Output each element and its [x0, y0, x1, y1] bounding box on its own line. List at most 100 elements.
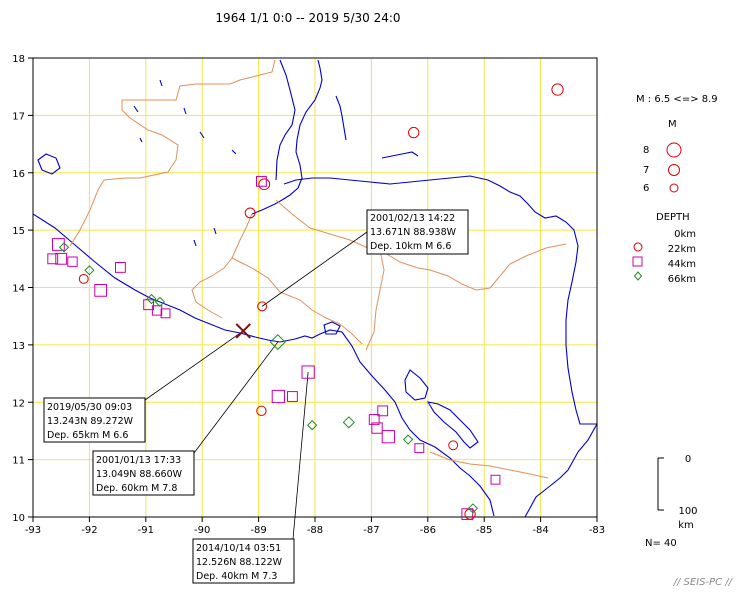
y-tick-label: 15 — [12, 226, 25, 237]
callout-4-depth-mag: Dep. 40km M 7.3 — [196, 571, 277, 582]
callout-3-depth-mag: Dep. 60km M 7.8 — [96, 483, 177, 494]
event-shallow-circle — [448, 440, 459, 451]
event-mid-square — [371, 422, 383, 434]
legend: M : 6.5 <=> 8.9 M 8 7 6 DEPTH 0km 22km 4… — [632, 94, 718, 549]
depth-scale-bottom: 100 — [678, 506, 697, 517]
callout-3-coords: 13.049N 88.660W — [96, 469, 183, 480]
legend-depth-0: 0km — [674, 229, 696, 240]
depth-scale-top: 0 — [685, 454, 691, 465]
event-mid-square — [143, 299, 155, 311]
legend-depth-44: 44km — [668, 259, 696, 270]
event-deep-diamond — [58, 242, 70, 253]
y-tick-label: 18 — [12, 54, 25, 65]
event-deep-diamond — [467, 503, 479, 514]
country-borders — [69, 59, 567, 479]
y-tick-label: 14 — [12, 284, 25, 295]
callout-4-coords: 12.526N 88.122W — [196, 557, 283, 568]
event-mid-square — [160, 308, 171, 319]
event-shallow-circle — [78, 273, 89, 284]
event-mid-square — [52, 238, 65, 251]
x-tick-label: -86 — [420, 525, 436, 536]
callout-2001-01-13[interactable]: 2001/01/13 17:33 13.049N 88.660W Dep. 60… — [92, 450, 195, 496]
callout-2-date: 2019/05/30 09:03 — [47, 402, 132, 413]
event-shallow-circle — [256, 405, 267, 417]
legend-depth-44-symbol — [632, 256, 643, 267]
y-tick-label: 13 — [12, 341, 25, 352]
event-mid-square — [381, 430, 395, 444]
grid-lines — [33, 58, 597, 517]
event-shallow-circle — [257, 301, 268, 312]
callout-leader-line — [193, 341, 279, 454]
x-tick-label: -89 — [250, 525, 266, 536]
latest-event-cross-b — [235, 323, 251, 339]
callout-1-date: 2001/02/13 14:22 — [370, 213, 455, 224]
legend-mag-7-symbol — [668, 164, 680, 176]
event-deep-diamond — [146, 293, 157, 305]
map-title: 1964 1/1 0:0 -- 2019 5/30 24:0 — [215, 11, 400, 25]
x-axis-ticks: -93 -92 -91 -90 -89 -88 -87 -86 -85 -84 -83 — [25, 517, 605, 536]
event-shallow-circle — [551, 83, 564, 96]
x-tick-label: -84 — [532, 525, 548, 536]
event-mid-square — [271, 389, 285, 404]
callout-leader-line — [261, 231, 368, 307]
event-mid-square — [94, 283, 108, 297]
legend-mag-title: M — [668, 119, 677, 130]
event-mid-square — [368, 414, 380, 425]
event-shallow-circle — [244, 207, 256, 219]
event-mid-square — [151, 305, 163, 316]
event-markers — [47, 83, 564, 521]
x-tick-label: -92 — [81, 525, 97, 536]
event-mid-square — [55, 252, 68, 265]
callout-2014-10-14[interactable]: 2014/10/14 03:51 12.526N 88.122W Dep. 40… — [192, 538, 295, 584]
event-mid-square — [256, 175, 267, 187]
callout-1-depth-mag: Dep. 10km M 6.6 — [370, 241, 451, 252]
event-mid-square — [461, 508, 474, 521]
depth-scale-unit: km — [678, 520, 694, 531]
x-tick-label: -88 — [307, 525, 323, 536]
legend-depth-22-symbol — [633, 242, 643, 252]
callout-leader-line — [144, 330, 244, 401]
y-tick-label: 17 — [12, 111, 25, 122]
coastline — [33, 59, 597, 517]
legend-mag-7: 7 — [643, 165, 649, 176]
x-tick-label: -93 — [25, 525, 41, 536]
callout-4-date: 2014/10/14 03:51 — [196, 543, 281, 554]
event-deep-diamond — [342, 416, 355, 429]
legend-mag-8-symbol — [666, 142, 682, 158]
event-deep-diamond — [84, 265, 95, 276]
event-mid-square — [301, 365, 315, 379]
event-mid-square — [287, 391, 298, 402]
event-mid-square — [67, 256, 78, 267]
seis-pc-watermark: // SEIS-PC // — [673, 577, 734, 588]
event-deep-diamond — [307, 420, 318, 431]
legend-depth-66-symbol — [633, 271, 643, 281]
event-shallow-circle — [408, 126, 420, 139]
y-tick-label: 10 — [12, 513, 25, 524]
legend-mag-8: 8 — [643, 145, 649, 156]
depth-scale-bar — [657, 457, 664, 511]
y-axis-ticks: 10 11 12 13 14 15 16 17 18 — [12, 54, 33, 524]
callout-1-coords: 13.671N 88.938W — [370, 227, 457, 238]
event-deep-diamond — [154, 296, 166, 307]
callout-leader-line — [292, 372, 309, 540]
x-tick-label: -87 — [363, 525, 379, 536]
callout-2001-02-13[interactable]: 2001/02/13 14:22 13.671N 88.938W Dep. 10… — [366, 209, 469, 255]
legend-mag-6: 6 — [643, 183, 649, 194]
event-mid-square — [414, 443, 425, 454]
y-tick-label: 12 — [12, 398, 25, 409]
legend-depth-22: 22km — [668, 244, 696, 255]
legend-mag-range: M : 6.5 <=> 8.9 — [636, 94, 718, 105]
event-mid-square — [377, 405, 389, 417]
event-mid-square — [47, 253, 59, 265]
x-tick-label: -85 — [476, 525, 492, 536]
legend-depth-title: DEPTH — [656, 212, 690, 223]
callout-2019-05-30[interactable]: 2019/05/30 09:03 13.243N 89.272W Dep. 65… — [43, 397, 146, 443]
callout-leaders — [144, 231, 368, 540]
legend-depth-66: 66km — [668, 274, 696, 285]
legend-mag-6-symbol — [669, 183, 679, 193]
x-tick-label: -90 — [194, 525, 210, 536]
event-mid-square — [490, 474, 501, 485]
event-count: N= 40 — [645, 538, 677, 549]
y-tick-label: 11 — [12, 456, 25, 467]
event-deep-diamond — [269, 334, 286, 351]
